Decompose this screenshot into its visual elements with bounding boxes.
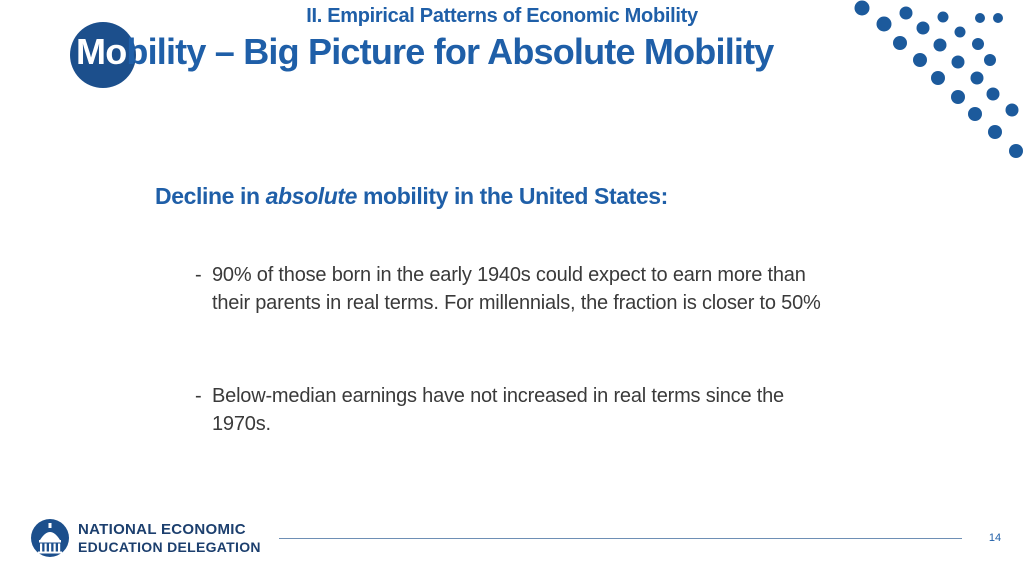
bullet-text: 90% of those born in the early 1940s cou… — [212, 264, 821, 314]
bullet-item: - 90% of those born in the early 1940s c… — [195, 261, 835, 317]
bullet-dash: - — [195, 264, 202, 286]
decor-dot — [972, 38, 984, 50]
section-heading: Decline in absolute mobility in the Unit… — [155, 183, 668, 210]
decorative-dot-pattern — [854, 0, 1023, 158]
capitol-dome-icon — [31, 519, 69, 557]
title-circle-accent — [70, 22, 136, 88]
footer-divider — [279, 538, 962, 539]
decor-dot — [913, 53, 927, 67]
decor-dot — [993, 13, 1003, 23]
bullet-item: - Below-median earnings have not increas… — [195, 382, 835, 438]
decor-dot — [937, 11, 949, 23]
decor-dot — [968, 107, 982, 121]
decor-dot — [1005, 103, 1019, 117]
logo-text-line2: EDUCATION DELEGATION — [78, 539, 261, 555]
decor-dot — [986, 87, 1000, 101]
decor-dot — [954, 26, 966, 38]
decor-dot — [854, 0, 870, 16]
decor-dot — [975, 13, 985, 23]
decor-dot — [951, 90, 965, 104]
page-title: Mobility – Big Picture for Absolute Mobi… — [76, 31, 774, 73]
decor-dot — [916, 21, 930, 35]
page-title-lead: Mo — [76, 31, 127, 72]
decor-dot — [988, 125, 1002, 139]
decor-dot — [876, 16, 892, 32]
decor-dot — [984, 54, 996, 66]
heading-post: mobility in the United States: — [357, 183, 668, 209]
heading-pre: Decline in — [155, 183, 266, 209]
heading-emphasis: absolute — [265, 183, 358, 209]
organization-logo: NATIONAL ECONOMIC EDUCATION DELEGATION — [30, 518, 270, 558]
logo-text-line1: NATIONAL ECONOMIC — [78, 521, 246, 538]
decor-dot — [899, 6, 913, 20]
decor-dot — [893, 36, 907, 50]
decor-dot — [933, 38, 947, 52]
page-title-rest: bility – Big Picture for Absolute Mobili… — [126, 31, 774, 72]
bullet-text: Below-median earnings have not increased… — [212, 385, 784, 435]
decor-dot — [1009, 144, 1023, 158]
page-number: 14 — [988, 532, 1002, 544]
decor-dot — [970, 71, 984, 85]
decor-dot — [951, 55, 965, 69]
bullet-dash: - — [195, 385, 202, 407]
section-subtitle: II. Empirical Patterns of Economic Mobil… — [306, 5, 698, 27]
decor-dot — [931, 71, 945, 85]
